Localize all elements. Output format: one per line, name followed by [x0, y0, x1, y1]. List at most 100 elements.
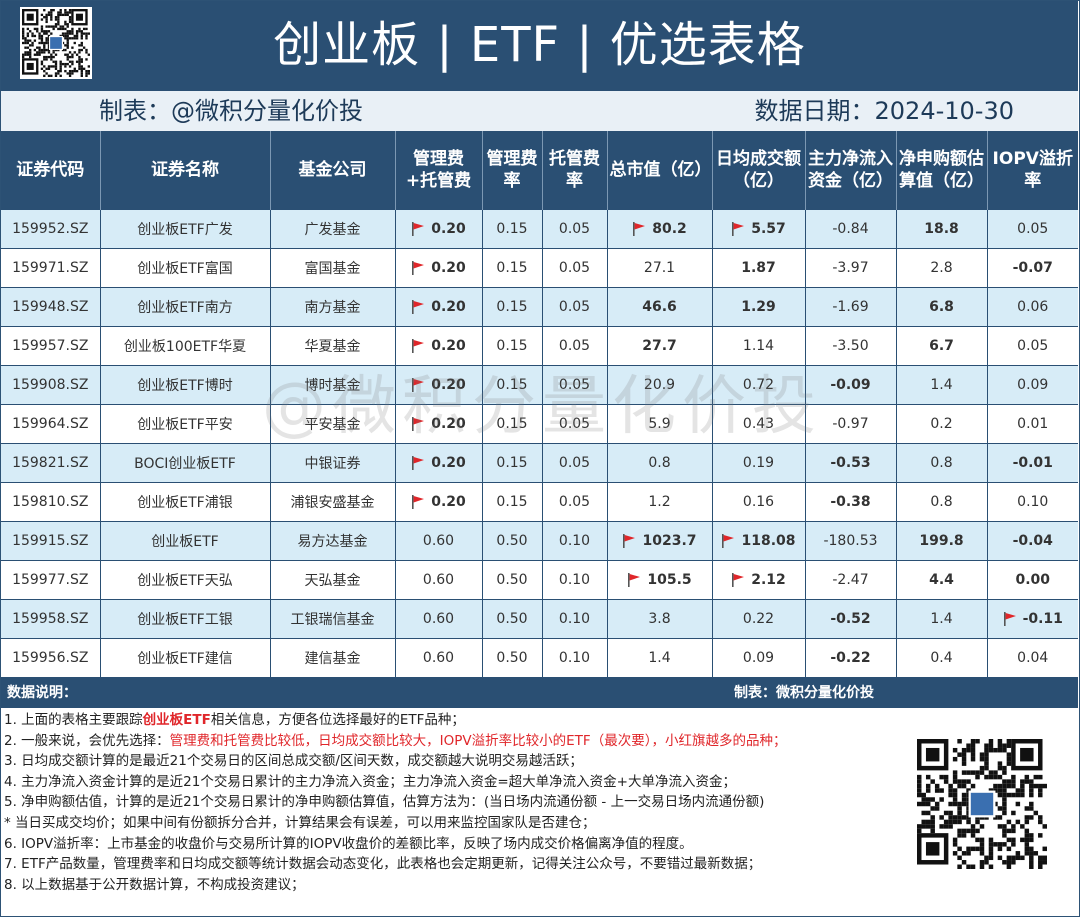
cell-value: 159971.SZ: [12, 260, 89, 276]
cell-netflow: -0.52: [805, 599, 897, 639]
cell-iopv: 0.01: [987, 404, 1078, 444]
cell-iopv: -0.04: [987, 521, 1078, 561]
cell-value: 6.7: [929, 338, 954, 354]
cell-subscribe: 199.8: [896, 521, 988, 561]
cell-value: 0.05: [1017, 221, 1049, 237]
cell-value: 199.8: [919, 533, 964, 549]
cell-subscribe: 18.8: [896, 209, 988, 249]
cell-custody-fee: 0.05: [542, 248, 608, 288]
cell-subscribe: 1.4: [896, 365, 988, 405]
cell-netflow: -3.97: [805, 248, 897, 288]
red-flag-icon: [628, 573, 641, 587]
cell-value: 18.8: [924, 221, 959, 237]
cell-mgmt-fee: 0.15: [482, 326, 543, 366]
cell-market-cap: 1023.7: [607, 521, 713, 561]
red-flag-icon: [623, 534, 636, 548]
cell-market-cap: 105.5: [607, 560, 713, 600]
cell-value: 博时基金: [304, 378, 361, 394]
red-flag-icon: [633, 222, 646, 236]
cell-value: 0.60: [422, 650, 455, 666]
cell-mgmt-fee: 0.15: [482, 248, 543, 288]
col-header-iopv: IOPV溢折率: [987, 131, 1078, 210]
cell-code: 159956.SZ: [1, 638, 101, 678]
cell-value: 华夏基金: [304, 339, 361, 355]
cell-value: 0.20: [431, 299, 466, 315]
notes-title: 数据说明：: [7, 685, 77, 701]
table-row: 159948.SZ 创业板ETF南方 南方基金 0.20 0.15 0.05 46.6 1.2…: [1, 287, 1078, 327]
cell-fee-total: 0.20: [395, 365, 483, 405]
cell-fee-total: 0.60: [395, 560, 483, 600]
cell-turnover: 118.08: [712, 521, 806, 561]
cell-market-cap: 5.9: [607, 404, 713, 444]
cell-fee-total: 0.20: [395, 443, 483, 483]
col-header-turnover: 日均成交额（亿）: [712, 131, 806, 210]
table-row: 159971.SZ 创业板ETF富国 富国基金 0.20 0.15 0.05 27.1 1.8…: [1, 248, 1078, 288]
cell-value: 159964.SZ: [12, 416, 89, 432]
cell-code: 159952.SZ: [1, 209, 101, 249]
cell-name: 创业板ETF: [100, 521, 271, 561]
cell-iopv: -0.11: [987, 599, 1078, 639]
cell-value: -0.11: [1022, 611, 1063, 627]
cell-value: -0.97: [832, 416, 869, 432]
cell-netflow: -3.50: [805, 326, 897, 366]
red-flag-icon: [732, 573, 745, 587]
cell-company: 博时基金: [270, 365, 396, 405]
cell-value: 创业板ETF广发: [137, 222, 233, 238]
cell-value: 0.2: [930, 416, 953, 432]
cell-netflow: -0.97: [805, 404, 897, 444]
cell-value: 27.7: [642, 338, 677, 354]
cell-fee-total: 0.20: [395, 287, 483, 327]
cell-market-cap: 46.6: [607, 287, 713, 327]
note-3: 3. 日均成交额计算的是最近21个交易日的区间总成交额/区间天数，成交额越大说明…: [4, 753, 583, 770]
cell-market-cap: 1.2: [607, 482, 713, 522]
cell-value: 0.60: [422, 572, 455, 588]
cell-market-cap: 1.4: [607, 638, 713, 678]
cell-value: 0.4: [930, 650, 953, 666]
cell-value: 0.19: [742, 455, 775, 471]
cell-value: 159948.SZ: [12, 299, 89, 315]
cell-value: 2.8: [930, 260, 953, 276]
cell-value: -3.97: [832, 260, 869, 276]
cell-fee-total: 0.20: [395, 404, 483, 444]
cell-company: 天弘基金: [270, 560, 396, 600]
cell-subscribe: 4.4: [896, 560, 988, 600]
table-row: 159952.SZ 创业板ETF广发 广发基金 0.20 0.15 0.05 80.2 5.5…: [1, 209, 1078, 249]
cell-value: 105.5: [647, 572, 692, 588]
cell-value: 浦银安盛基金: [290, 495, 375, 511]
cell-value: 0.20: [431, 416, 466, 432]
cell-custody-fee: 0.10: [542, 599, 608, 639]
cell-company: 华夏基金: [270, 326, 396, 366]
cell-value: 159956.SZ: [12, 650, 89, 666]
table-maker: 制表：@微积分量化价投: [99, 97, 363, 125]
col-header-custody-fee: 托管费率: [542, 131, 608, 210]
cell-value: -0.04: [1012, 533, 1053, 549]
subheader-bar: 制表：@微积分量化价投 数据日期：2024-10-30: [1, 89, 1078, 132]
cell-subscribe: 6.7: [896, 326, 988, 366]
cell-fee-total: 0.60: [395, 599, 483, 639]
cell-value: 80.2: [652, 221, 687, 237]
cell-name: 创业板ETF天弘: [100, 560, 271, 600]
cell-iopv: -0.07: [987, 248, 1078, 288]
cell-subscribe: 2.8: [896, 248, 988, 288]
cell-value: 0.05: [558, 494, 591, 510]
red-flag-icon: [1003, 612, 1016, 626]
cell-value: -0.84: [832, 221, 869, 237]
cell-value: 0.20: [431, 260, 466, 276]
cell-value: -1.69: [832, 299, 869, 315]
cell-name: BOCI创业板ETF: [100, 443, 271, 483]
etf-table: 证券代码 证券名称 基金公司 管理费+托管费 管理费率 托管费率 总市值（亿） …: [1, 131, 1078, 678]
cell-subscribe: 0.8: [896, 482, 988, 522]
cell-market-cap: 0.8: [607, 443, 713, 483]
cell-value: 0.50: [496, 533, 528, 549]
cell-value: -0.52: [830, 611, 871, 627]
cell-value: 159908.SZ: [12, 377, 89, 393]
cell-netflow: -0.22: [805, 638, 897, 678]
cell-value: 159810.SZ: [12, 494, 89, 510]
cell-mgmt-fee: 0.50: [482, 638, 543, 678]
cell-value: 中银证券: [304, 456, 361, 472]
cell-name: 创业板ETF广发: [100, 209, 271, 249]
col-header-company: 基金公司: [270, 131, 396, 210]
cell-value: 0.16: [742, 494, 775, 510]
cell-value: 159958.SZ: [12, 611, 89, 627]
cell-netflow: -0.38: [805, 482, 897, 522]
